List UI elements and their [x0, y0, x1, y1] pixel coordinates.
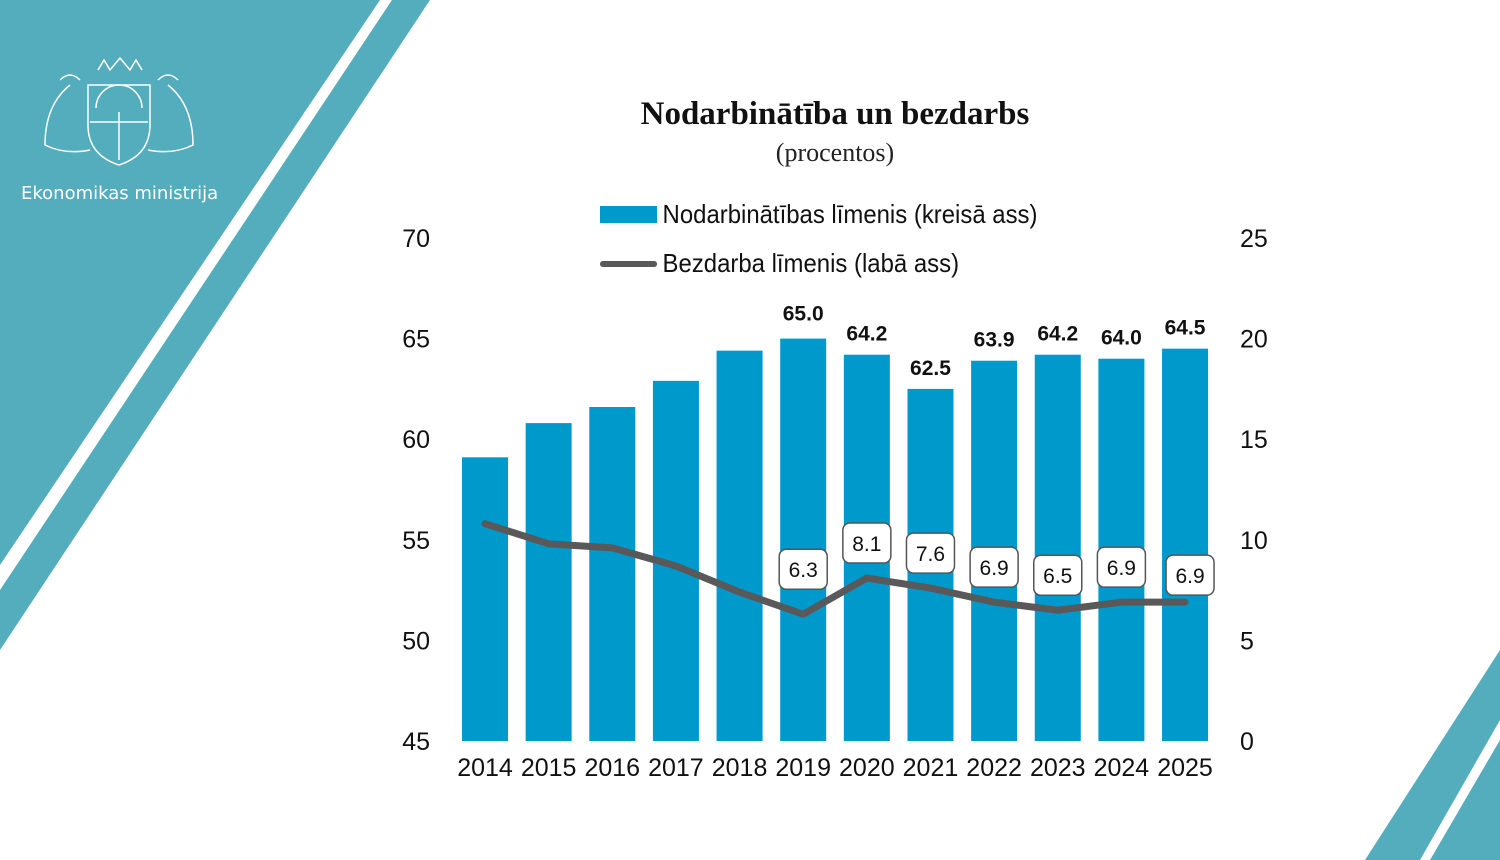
x-axis-tick: 2018: [712, 754, 768, 782]
legend-item-unemployment: Bezdarba līmenis (labā ass): [600, 248, 959, 279]
chart-subtitle: (procentos): [775, 138, 895, 167]
left-axis-tick: 55: [402, 527, 430, 555]
legend-bar-swatch: [600, 206, 658, 223]
line-data-label: 6.9: [980, 557, 1009, 580]
bar-2025: [1162, 348, 1209, 741]
right-axis-tick: 20: [1240, 326, 1268, 354]
line-data-label: 6.9: [1175, 565, 1204, 588]
line-data-label: 6.9: [1107, 557, 1136, 580]
line-data-label: 6.5: [1043, 565, 1072, 588]
x-axis-tick: 2021: [903, 754, 959, 782]
line-label-box: [1165, 554, 1215, 596]
legend-item-employment: Nodarbinātības līmenis (kreisā ass): [600, 199, 1037, 230]
line-data-label: 8.1: [852, 533, 881, 556]
left-axis-tick: 70: [402, 225, 430, 253]
x-axis-tick: 2015: [521, 754, 577, 782]
right-axis-tick: 25: [1240, 225, 1268, 253]
line-data-label: 6.3: [789, 559, 818, 582]
coat-of-arms-logo: [44, 56, 194, 166]
bar-2018: [716, 350, 763, 741]
x-axis-tick: 2019: [775, 754, 831, 782]
line-label-box: [1033, 554, 1083, 596]
legend-label: Bezdarba līmenis (labā ass): [662, 248, 960, 278]
right-axis-tick: 0: [1240, 728, 1254, 756]
left-axis-tick: 65: [402, 326, 430, 354]
bar-2016: [589, 407, 636, 741]
line-data-label: 7.6: [916, 543, 945, 566]
bar-2014: [462, 457, 508, 741]
x-axis-tick: 2024: [1094, 754, 1150, 782]
line-label-box: [969, 546, 1019, 588]
bar-data-label: 63.9: [974, 329, 1015, 352]
x-axis-tick: 2020: [839, 754, 895, 782]
x-axis-tick: 2025: [1157, 754, 1213, 782]
bar-2019: [780, 338, 827, 741]
x-axis-tick: 2016: [584, 754, 640, 782]
right-axis-tick: 15: [1240, 426, 1268, 454]
bar-data-label: 62.5: [910, 357, 951, 380]
bar-2023: [1034, 354, 1081, 741]
line-label-box: [842, 522, 892, 564]
x-axis-tick: 2017: [648, 754, 704, 782]
unemployment-line: [481, 520, 1189, 618]
bar-data-label: 65.0: [783, 303, 824, 326]
bar-data-label: 64.2: [1037, 323, 1078, 346]
line-label-box: [905, 532, 956, 574]
right-axis-tick: 10: [1240, 527, 1268, 555]
ministry-name: Ekonomikas ministrija: [21, 183, 219, 204]
x-axis-tick: 2022: [966, 754, 1022, 782]
left-axis-tick: 50: [402, 627, 430, 655]
x-axis-tick: 2014: [457, 754, 513, 782]
bar-2015: [525, 423, 572, 741]
legend-line-swatch: [600, 260, 658, 267]
left-axis-tick: 45: [402, 728, 430, 756]
x-axis-tick: 2023: [1030, 754, 1086, 782]
left-axis-tick: 60: [402, 426, 430, 454]
line-label-box: [778, 548, 828, 590]
chart-title: Nodarbinātība un bezdarbs: [640, 96, 1030, 132]
bar-data-label: 64.0: [1101, 327, 1142, 350]
right-axis-tick: 5: [1240, 627, 1254, 655]
bar-data-label: 64.5: [1165, 317, 1206, 340]
bar-data-label: 64.2: [846, 323, 887, 346]
legend-label: Nodarbinātības līmenis (kreisā ass): [662, 199, 1038, 229]
line-label-box: [1096, 546, 1147, 588]
